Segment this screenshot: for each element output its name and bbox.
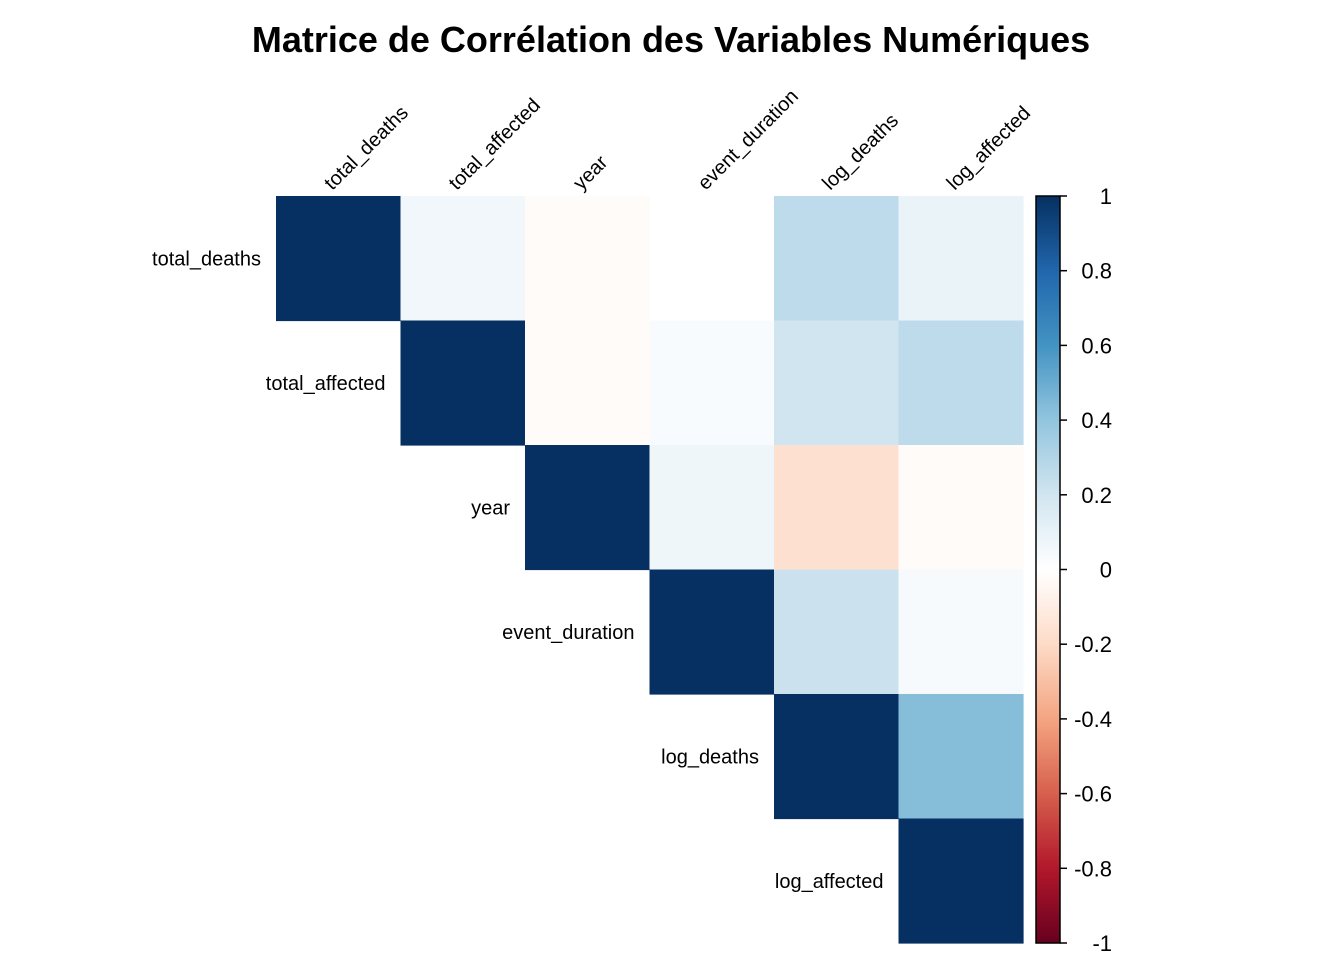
legend-tick-label: 0 (1100, 558, 1112, 583)
heatmap-cell-total_deaths-log_deaths (774, 196, 900, 322)
heatmap-cell-total_affected-year (525, 320, 651, 446)
color-legend: 1 0.8 0.6 0.4 0.2 0 -0.2 -0.4 -0.6 -0.8 -1 (1035, 184, 1112, 956)
row-label-log_affected: log_affected (775, 871, 884, 893)
column-label-event_duration: event_duration (694, 85, 803, 194)
heatmap-cell-total_deaths-event_duration (649, 196, 775, 322)
heatmap-cell-total_deaths-year (525, 196, 651, 322)
column-label-total_affected: total_affected (445, 94, 545, 194)
heatmap-cell-year-log_deaths (774, 445, 900, 571)
legend-tick-label: -0.2 (1074, 632, 1112, 657)
column-label-log_affected: log_affected (943, 102, 1035, 194)
legend-ticks: 1 0.8 0.6 0.4 0.2 0 -0.2 -0.4 -0.6 -0.8 -1 (1060, 184, 1112, 956)
legend-tick-label: -0.4 (1074, 707, 1112, 732)
heatmap-cell-total_affected-event_duration (649, 320, 775, 446)
heatmap-cell-total_deaths-log_affected (898, 196, 1024, 322)
legend-tick-label: 1 (1100, 184, 1112, 209)
legend-tick-label: 0.6 (1081, 333, 1112, 358)
heatmap-cell-total_deaths-total_affected (400, 196, 526, 322)
legend-tick-label: 0.2 (1081, 483, 1112, 508)
legend-colorbar (1035, 195, 1061, 944)
heatmap-cell-log_deaths-log_affected (898, 694, 1024, 820)
heatmap-cell-year-year (525, 445, 651, 571)
heatmap-cell-event_duration-log_deaths (774, 569, 900, 695)
legend-tick-label: 0.4 (1081, 408, 1112, 433)
chart-title: Matrice de Corrélation des Variables Num… (252, 19, 1090, 60)
legend-tick-label: -1 (1092, 931, 1112, 956)
row-label-year: year (471, 497, 510, 519)
heatmap-cell-total_deaths-total_deaths (276, 196, 402, 322)
heatmap-cell-total_affected-log_deaths (774, 320, 900, 446)
legend-tick-label: -0.6 (1074, 782, 1112, 807)
heatmap-cell-year-event_duration (649, 445, 775, 571)
column-label-log_deaths: log_deaths (818, 110, 903, 195)
heatmap-cell-event_duration-log_affected (898, 569, 1024, 695)
legend-tick-label: 0.8 (1081, 259, 1112, 284)
row-label-event_duration: event_duration (502, 622, 634, 644)
heatmap-cell-log_deaths-log_deaths (774, 694, 900, 820)
row-label-total_deaths: total_deaths (152, 248, 261, 270)
heatmap-cell-total_affected-log_affected (898, 320, 1024, 446)
legend-tick-label: -0.8 (1074, 856, 1112, 881)
heatmap-cell-log_affected-log_affected (898, 818, 1024, 944)
column-label-year: year (569, 151, 612, 194)
heatmap-cell-year-log_affected (898, 445, 1024, 571)
heatmap-cell-total_affected-total_affected (400, 320, 526, 446)
heatmap-cells (276, 196, 1024, 944)
row-label-total_affected: total_affected (266, 373, 386, 395)
heatmap-cell-event_duration-event_duration (649, 569, 775, 695)
row-label-log_deaths: log_deaths (661, 746, 759, 768)
column-label-total_deaths: total_deaths (320, 102, 413, 195)
